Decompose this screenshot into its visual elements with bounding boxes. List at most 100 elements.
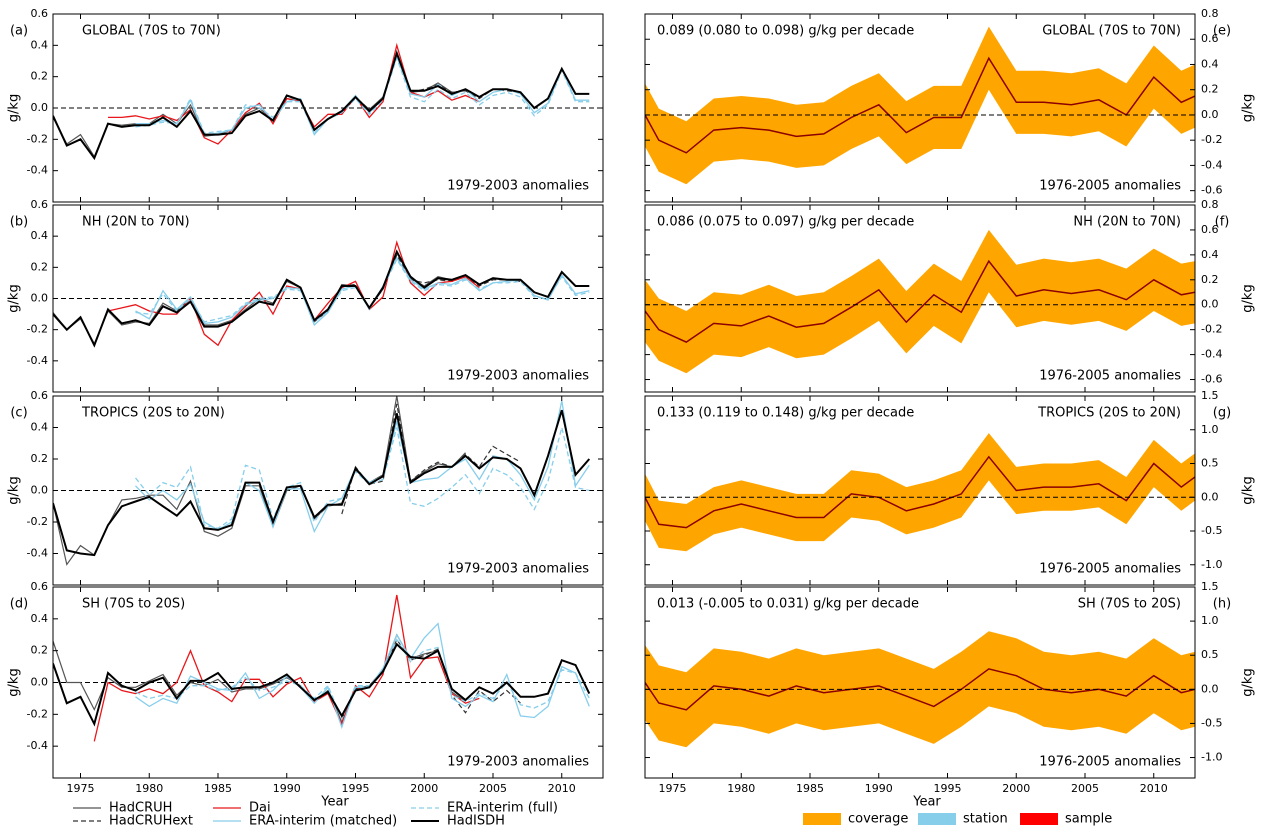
y-tick-label: 0.6: [31, 580, 49, 593]
plot-area: [53, 396, 603, 566]
panel-label: (a): [10, 24, 28, 39]
y-tick-label: 0.0: [31, 676, 49, 689]
y-tick-label: 1.0: [1201, 614, 1219, 627]
region-text: NH (20N to 70N): [82, 215, 190, 230]
panel: -0.4 -0.2 0.0 0.2 0.4 0.6 g/kg (c) TROPICS (20S …: [7, 389, 604, 586]
note-text: 1976-2005 anomalies: [1039, 755, 1181, 770]
note-text: 1979-2003 anomalies: [447, 562, 589, 577]
panel: -1.0 -0.5 0.0 0.5 1.0 1.5 g/kg (g) 0.133 (0.119 …: [644, 389, 1256, 586]
plot-area: [53, 42, 603, 161]
y-tick-label: 0.2: [31, 644, 49, 657]
plot-area: [645, 433, 1195, 552]
series-line: [107, 240, 480, 347]
y-tick-label: 0.6: [31, 198, 49, 211]
central-line: [645, 56, 1195, 154]
y-tick-label: 0.2: [31, 70, 49, 83]
series-line: [53, 396, 466, 566]
y-tick-label: 0.0: [31, 484, 49, 497]
y-tick-label: -0.4: [27, 739, 48, 752]
x-axis-label: Year: [320, 795, 349, 810]
series-line: [135, 54, 590, 136]
x-tick-label: 1990: [273, 782, 301, 795]
panel: -0.6 -0.4 -0.2 0.0 0.2 0.4 0.6 0.8 g/kg (e) 0.089 …: [644, 7, 1256, 203]
legend-swatch: [1020, 813, 1058, 825]
legend-label: ERA-interim (full): [447, 801, 558, 816]
y-tick-label: 1.0: [1201, 423, 1219, 436]
legend-label: sample: [1065, 812, 1112, 827]
panel: -0.4 -0.2 0.0 0.2 0.4 0.6 g/kg (a) GLOBAL (70S t…: [7, 7, 604, 203]
legend-label: HadCRUH: [109, 801, 172, 816]
series-line: [341, 403, 521, 515]
x-tick-label: 2010: [1140, 782, 1168, 795]
y-tick-label: -0.6: [1201, 373, 1222, 386]
y-tick-label: 0.4: [1201, 248, 1219, 261]
x-tick-label: 1980: [135, 782, 163, 795]
y-tick-label: -0.5: [1201, 524, 1222, 537]
legend-label: Dai: [249, 801, 271, 816]
panel-label: (e): [1213, 24, 1231, 39]
y-tick-label: 1.5: [1201, 580, 1219, 593]
y-tick-label: 0.2: [31, 452, 49, 465]
note-text: 1976-2005 anomalies: [1039, 562, 1181, 577]
x-tick-label: 1990: [865, 782, 893, 795]
legend-swatch: [803, 813, 841, 825]
x-tick-label: 1995: [342, 782, 370, 795]
legend: coverage station sample: [803, 812, 1112, 827]
y-tick-label: -0.2: [1201, 323, 1222, 336]
y-tick-label: 0.5: [1201, 457, 1219, 470]
y-tick-label: -0.2: [1201, 133, 1222, 146]
series-line: [53, 409, 591, 557]
region-text: TROPICS (20S to 20N): [1037, 406, 1181, 421]
y-tick-label: 0.0: [1201, 108, 1219, 121]
y-tick-label: 0.2: [31, 260, 49, 273]
y-tick-label: 0.4: [31, 421, 49, 434]
y-tick-label: 0.4: [31, 229, 49, 242]
legend-label: ERA-interim (matched): [249, 814, 397, 829]
y-tick-label: 1.5: [1201, 389, 1219, 402]
y-tick-label: -0.2: [27, 515, 48, 528]
plot-area: [53, 240, 603, 348]
legend-swatch: [918, 813, 956, 825]
series-line: [53, 642, 591, 727]
plot-area: [645, 26, 1195, 185]
y-tick-label: 0.8: [1201, 7, 1219, 20]
x-tick-label: 1995: [934, 782, 962, 795]
y-tick-label: 0.0: [1201, 682, 1219, 695]
y-tick-label: 0.4: [1201, 57, 1219, 70]
y-tick-label: 0.2: [1201, 83, 1219, 96]
x-tick-label: 1985: [796, 782, 824, 795]
series-line: [135, 256, 590, 327]
x-tick-label: 2010: [548, 782, 576, 795]
note-text: 1976-2005 anomalies: [1039, 179, 1181, 194]
series-line: [93, 594, 480, 742]
trend-text: 0.013 (-0.005 to 0.031) g/kg per decade: [657, 597, 919, 612]
y-tick-label: 0.5: [1201, 648, 1219, 661]
x-axis-label: Year: [912, 795, 941, 810]
note-text: 1979-2003 anomalies: [447, 179, 589, 194]
y-axis-label: g/kg: [7, 476, 22, 504]
panel-label: (f): [1215, 215, 1230, 230]
plot-area: [645, 631, 1195, 748]
region-text: GLOBAL (70S to 70N): [82, 24, 221, 39]
y-tick-label: -0.4: [27, 547, 48, 560]
panel-label: (b): [10, 215, 28, 230]
uncertainty-band: [645, 433, 1195, 552]
central-line: [645, 455, 1195, 529]
region-text: SH (70S to 20S): [1078, 597, 1181, 612]
series-line: [53, 249, 590, 348]
y-tick-label: 0.6: [1201, 223, 1219, 236]
uncertainty-band: [645, 229, 1195, 374]
series-line: [53, 50, 590, 161]
legend-label: station: [963, 812, 1008, 827]
y-tick-label: 0.6: [31, 389, 49, 402]
y-axis-label: g/kg: [1241, 476, 1256, 504]
panel: -1.0 -0.5 0.0 0.5 1.0 1.5 1975 1980 1985 1990 1995…: [644, 580, 1256, 810]
plot-frame: [644, 204, 1196, 393]
uncertainty-band: [645, 26, 1195, 185]
y-axis-label: g/kg: [7, 668, 22, 696]
plot-frame: [644, 13, 1196, 203]
y-tick-label: 0.6: [31, 7, 49, 20]
panel-label: (h): [1213, 597, 1231, 612]
trend-text: 0.086 (0.075 to 0.097) g/kg per decade: [657, 215, 914, 230]
